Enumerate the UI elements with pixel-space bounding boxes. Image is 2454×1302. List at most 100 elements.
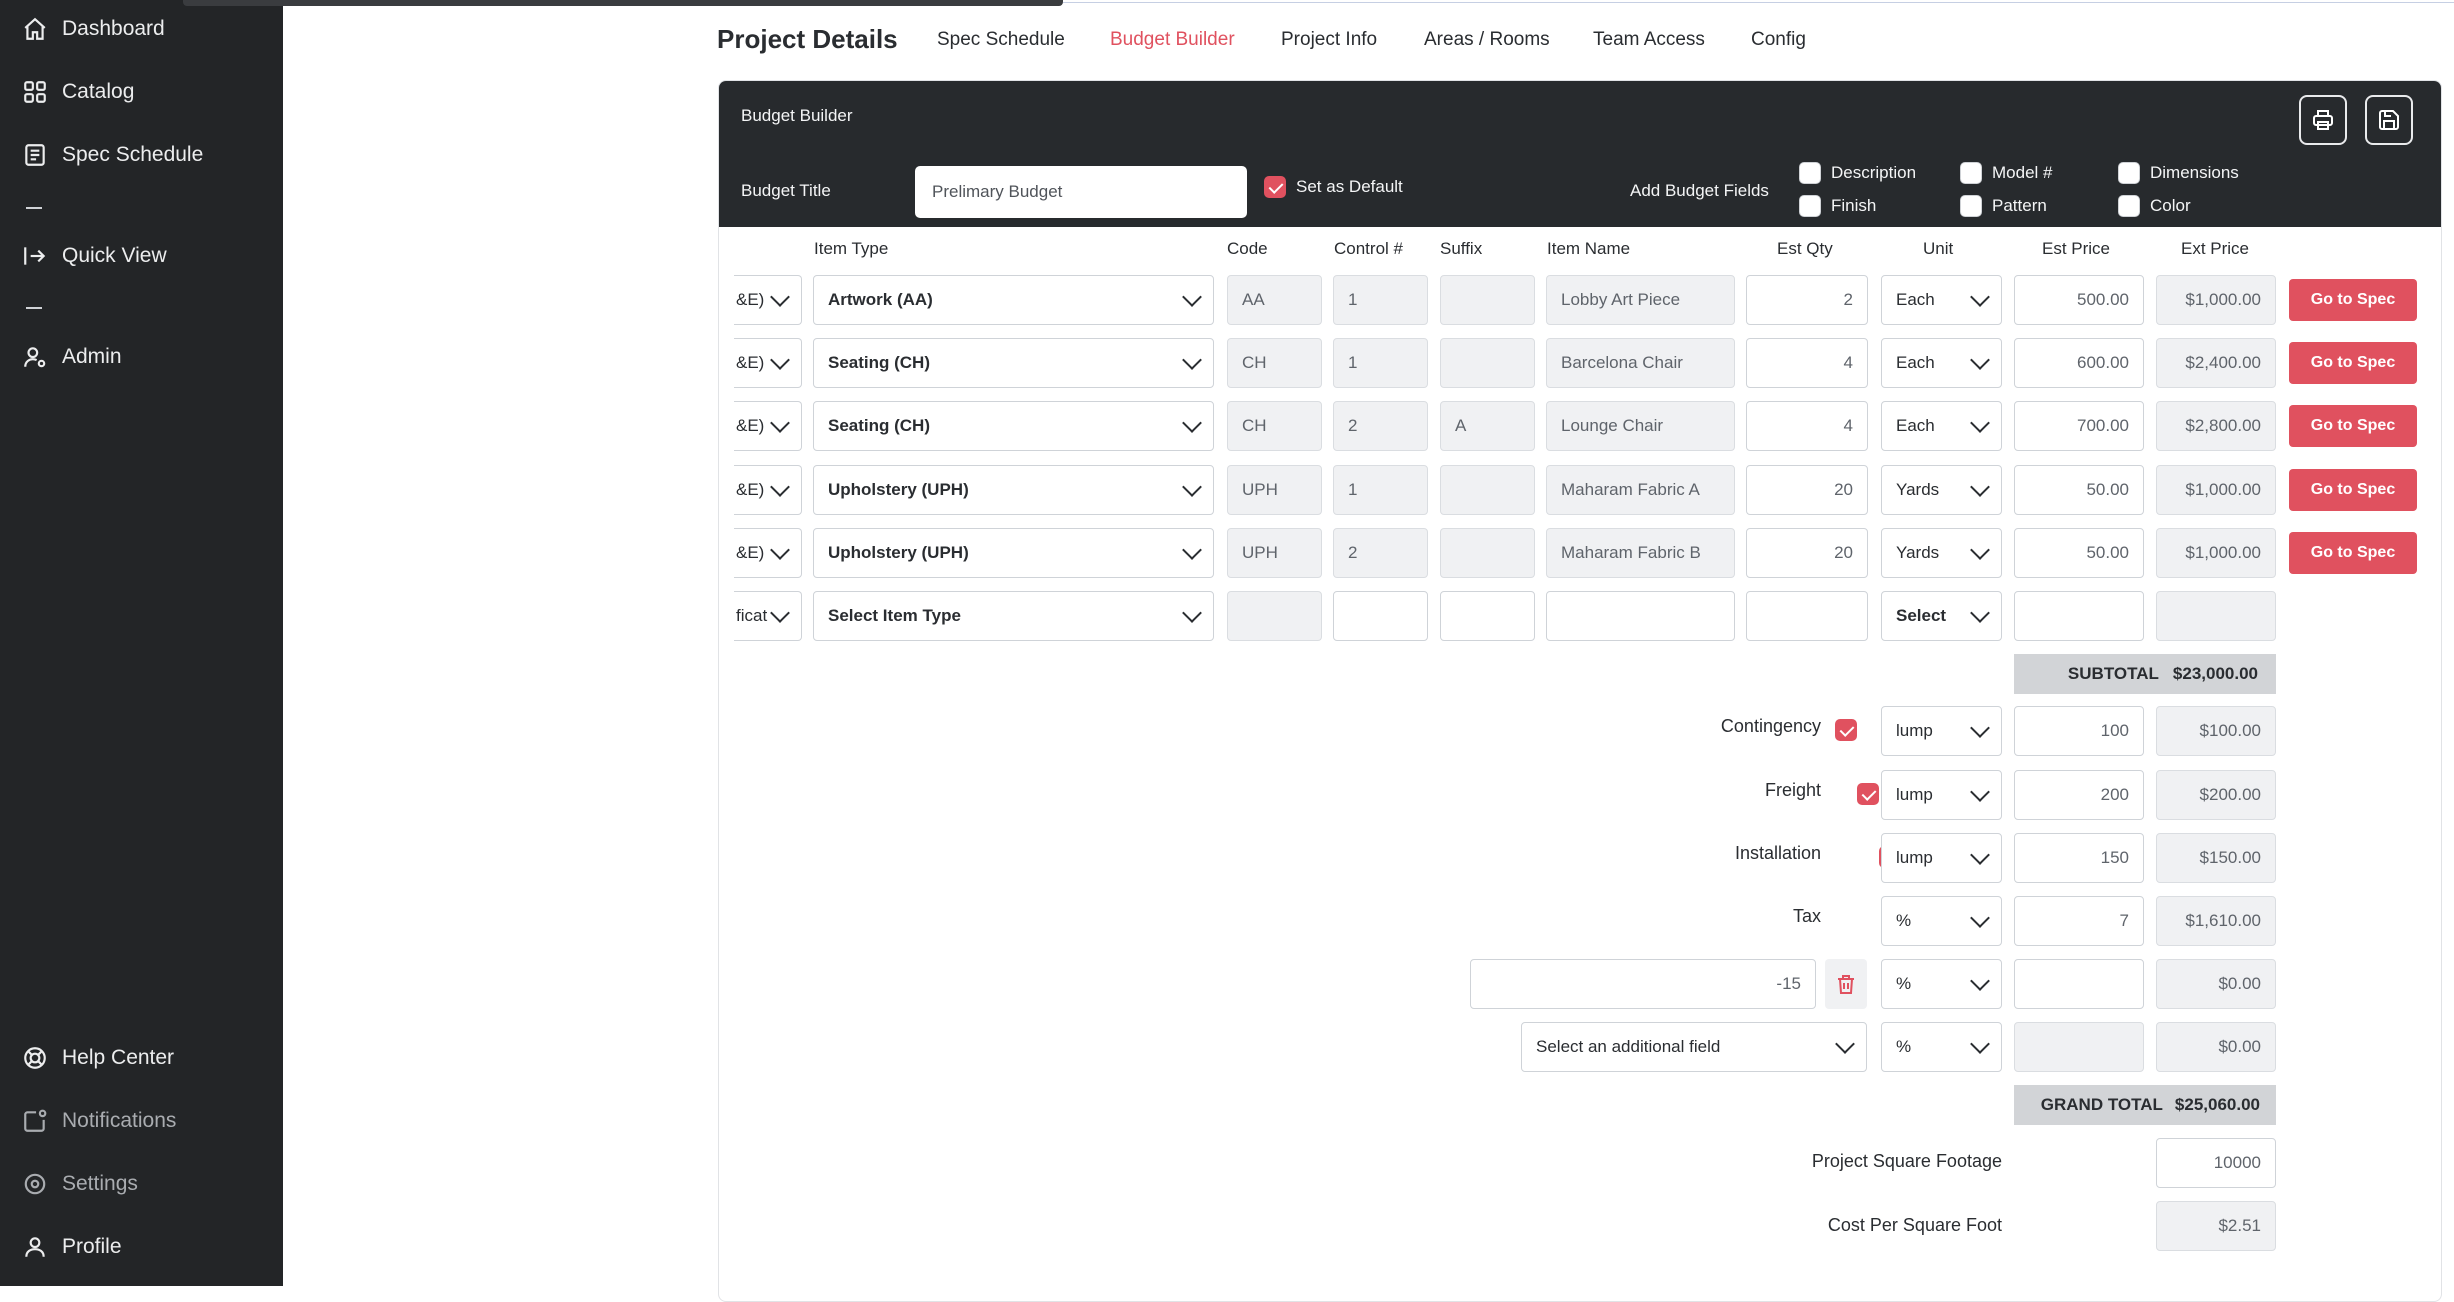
control-field[interactable] [1333,591,1428,641]
item-name-field[interactable]: Maharam Fabric B [1546,528,1735,578]
field-option-finish[interactable]: Finish [1799,195,1876,217]
category-select[interactable]: &E) [734,465,802,515]
est-qty-input[interactable]: 4 [1746,401,1868,451]
tab-config[interactable]: Config [1751,29,1806,50]
field-checkbox[interactable] [1799,162,1821,184]
budget-title-input[interactable] [915,166,1247,218]
nav-notifications[interactable]: Notifications [22,1108,176,1134]
unit-select[interactable]: Each [1881,401,2002,451]
item-type-select[interactable]: Seating (CH) [813,338,1214,388]
unit-select[interactable]: Each [1881,275,2002,325]
fee-checkbox[interactable] [1857,783,1879,805]
item-type-select[interactable]: Upholstery (UPH) [813,528,1214,578]
item-name-field[interactable]: Lobby Art Piece [1546,275,1735,325]
tab-project-info[interactable]: Project Info [1281,29,1378,50]
tab-budget-builder[interactable]: Budget Builder [1110,29,1235,50]
est-price-input[interactable]: 700.00 [2014,401,2144,451]
custom-fee-amount[interactable] [2014,959,2144,1009]
go-to-spec-button[interactable]: Go to Spec [2289,279,2417,321]
go-to-spec-button[interactable]: Go to Spec [2289,532,2417,574]
nav-dashboard[interactable]: Dashboard [22,16,165,42]
nav-spec-schedule[interactable]: Spec Schedule [22,142,203,168]
est-price-input[interactable]: 50.00 [2014,528,2144,578]
field-checkbox[interactable] [1799,195,1821,217]
control-field[interactable]: 1 [1333,465,1428,515]
category-select[interactable]: ficat [734,591,802,641]
unit-select[interactable]: Each [1881,338,2002,388]
fee-amount-input[interactable]: 100 [2014,706,2144,756]
nav-admin[interactable]: Admin [22,344,122,370]
fee-unit-select[interactable]: lump [1881,706,2002,756]
item-name-field[interactable]: Maharam Fabric A [1546,465,1735,515]
field-checkbox[interactable] [1960,195,1982,217]
item-name-field[interactable]: Lounge Chair [1546,401,1735,451]
field-option-description[interactable]: Description [1799,162,1916,184]
item-type-select[interactable]: Select Item Type [813,591,1214,641]
field-checkbox[interactable] [2118,162,2140,184]
category-select[interactable]: &E) [734,401,802,451]
set-default-checkbox[interactable] [1264,176,1286,198]
field-option-color[interactable]: Color [2118,195,2191,217]
category-select[interactable]: &E) [734,338,802,388]
nav-catalog[interactable]: Catalog [22,79,134,105]
unit-select[interactable]: Yards [1881,528,2002,578]
nav-quick-view[interactable]: Quick View [22,243,167,269]
tab-spec-schedule[interactable]: Spec Schedule [937,29,1065,50]
fee-amount-input[interactable]: 200 [2014,770,2144,820]
go-to-spec-button[interactable]: Go to Spec [2289,342,2417,384]
fee-amount-input[interactable]: 150 [2014,833,2144,883]
est-price-input[interactable] [2014,591,2144,641]
field-option-model[interactable]: Model # [1960,162,2052,184]
additional-fee-unit-select[interactable]: % [1881,1022,2002,1072]
nav-profile[interactable]: Profile [22,1234,122,1260]
fee-unit-select[interactable]: % [1881,896,2002,946]
control-field[interactable]: 1 [1333,338,1428,388]
suffix-field[interactable] [1440,338,1535,388]
go-to-spec-button[interactable]: Go to Spec [2289,405,2417,447]
suffix-field[interactable] [1440,465,1535,515]
nav-help-center[interactable]: Help Center [22,1045,174,1071]
est-price-input[interactable]: 500.00 [2014,275,2144,325]
item-type-select[interactable]: Artwork (AA) [813,275,1214,325]
fee-unit-select[interactable]: lump [1881,770,2002,820]
field-checkbox[interactable] [2118,195,2140,217]
set-default-option[interactable]: Set as Default [1264,176,1403,198]
field-option-pattern[interactable]: Pattern [1960,195,2047,217]
est-qty-input[interactable]: 20 [1746,528,1868,578]
suffix-field[interactable] [1440,275,1535,325]
fee-checkbox[interactable] [1835,719,1857,741]
additional-field-select[interactable]: Select an additional field [1521,1022,1867,1072]
suffix-field[interactable]: A [1440,401,1535,451]
go-to-spec-button[interactable]: Go to Spec [2289,469,2417,511]
field-option-dimensions[interactable]: Dimensions [2118,162,2239,184]
control-field[interactable]: 1 [1333,275,1428,325]
est-qty-input[interactable]: 20 [1746,465,1868,515]
est-qty-input[interactable]: 2 [1746,275,1868,325]
square-footage-input[interactable]: 10000 [2156,1138,2276,1188]
field-checkbox[interactable] [1960,162,1982,184]
category-select[interactable]: &E) [734,528,802,578]
item-name-field[interactable]: Barcelona Chair [1546,338,1735,388]
fee-unit-select[interactable]: lump [1881,833,2002,883]
suffix-field[interactable] [1440,591,1535,641]
print-button[interactable] [2299,95,2347,145]
delete-fee-button[interactable] [1825,959,1867,1009]
control-field[interactable]: 2 [1333,528,1428,578]
custom-fee-unit-select[interactable]: % [1881,959,2002,1009]
item-type-select[interactable]: Upholstery (UPH) [813,465,1214,515]
additional-fee-amount[interactable] [2014,1022,2144,1072]
est-qty-input[interactable] [1746,591,1868,641]
fee-amount-input[interactable]: 7 [2014,896,2144,946]
custom-fee-input[interactable]: -15 [1470,959,1816,1009]
item-name-field[interactable] [1546,591,1735,641]
est-price-input[interactable]: 50.00 [2014,465,2144,515]
tab-areas-rooms[interactable]: Areas / Rooms [1424,29,1550,50]
category-select[interactable]: &E) [734,275,802,325]
control-field[interactable]: 2 [1333,401,1428,451]
unit-select[interactable]: Select [1881,591,2002,641]
est-price-input[interactable]: 600.00 [2014,338,2144,388]
est-qty-input[interactable]: 4 [1746,338,1868,388]
suffix-field[interactable] [1440,528,1535,578]
save-button[interactable] [2365,95,2413,145]
tab-team-access[interactable]: Team Access [1593,29,1705,50]
